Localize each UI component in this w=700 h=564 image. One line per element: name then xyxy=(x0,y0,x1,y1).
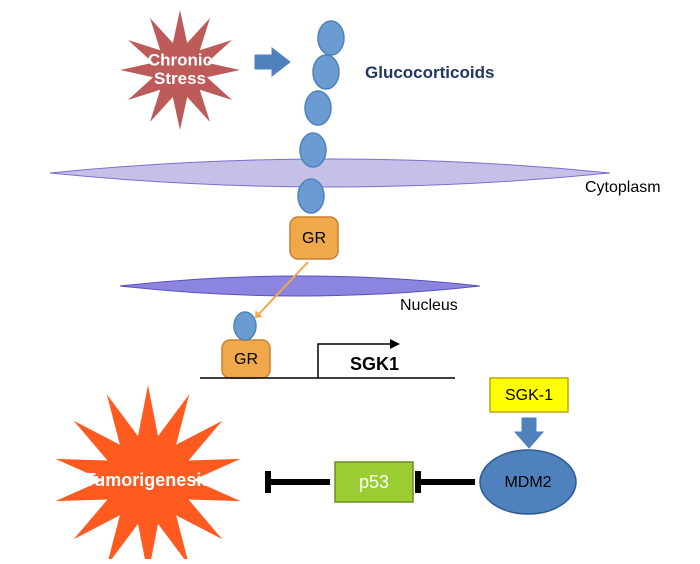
glucocorticoid-dot xyxy=(318,21,344,55)
svg-text:GR: GR xyxy=(302,230,326,247)
gr-bound-ligand xyxy=(234,312,256,340)
glucocorticoid-dot xyxy=(300,133,326,167)
cytoplasm-label: Cytoplasm xyxy=(585,179,661,196)
svg-text:SGK-1: SGK-1 xyxy=(505,387,553,404)
diagram-canvas: Cytoplasm Nucleus ChronicStress Glucocortic… xyxy=(0,0,700,559)
svg-text:MDM2: MDM2 xyxy=(504,474,551,491)
glucocorticoid-dot xyxy=(313,55,339,89)
cytoplasm-membrane xyxy=(50,159,610,187)
nucleus-membrane xyxy=(120,276,480,296)
nucleus-label: Nucleus xyxy=(400,297,458,314)
glucocorticoids-label: Glucocorticoids xyxy=(365,63,494,82)
svg-text:p53: p53 xyxy=(359,472,389,492)
glucocorticoid-dot xyxy=(305,91,331,125)
diagram-svg: Cytoplasm Nucleus ChronicStress Glucocortic… xyxy=(0,0,700,559)
sgk1-gene-label: SGK1 xyxy=(350,354,399,374)
tumorigenesis-label: Tumorigenesis xyxy=(85,470,212,490)
glucocorticoid-dot xyxy=(298,179,324,213)
svg-text:GR: GR xyxy=(234,351,258,368)
chronic-stress-label: ChronicStress xyxy=(148,51,212,89)
